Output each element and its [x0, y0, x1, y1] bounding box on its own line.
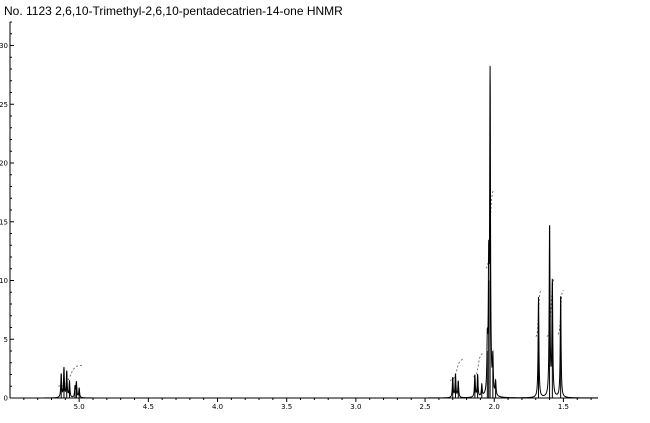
x-axis-ticks: 5.0 4.5 4.0 3.5 3.0 2.5 2.0 1.5	[23, 398, 592, 411]
spectrum-trace	[10, 65, 598, 399]
y-tick-label: 10	[0, 277, 8, 285]
y-tick-label: 0	[4, 395, 8, 403]
integral-curve	[58, 364, 82, 387]
integral-curve	[535, 289, 542, 337]
x-tick-label: 4.5	[143, 403, 154, 411]
y-tick-label: 25	[0, 101, 8, 109]
y-tick-label: 20	[0, 160, 8, 168]
integral-curve	[449, 358, 464, 381]
x-tick-label: 3.0	[350, 403, 361, 411]
x-tick-label: 5.0	[74, 403, 85, 411]
axes	[9, 22, 598, 399]
y-tick-label: 5	[4, 336, 8, 344]
y-axis-ticks: 0 5 10 15 20 25 30	[0, 21, 14, 403]
x-tick-label: 1.5	[558, 403, 569, 411]
chart-title: No. 1123 2,6,10-Trimethyl-2,6,10-pentade…	[4, 4, 343, 18]
x-tick-label: 3.5	[281, 403, 292, 411]
integral-curve	[557, 289, 564, 335]
y-tick-label: 30	[0, 42, 8, 50]
spectrum-peaks	[10, 65, 598, 399]
integral-curve	[546, 278, 556, 337]
x-tick-label: 2.0	[489, 403, 500, 411]
x-tick-label: 2.5	[419, 403, 430, 411]
integral-curve	[473, 353, 484, 378]
x-tick-label: 4.0	[212, 403, 223, 411]
y-tick-label: 15	[0, 218, 8, 226]
